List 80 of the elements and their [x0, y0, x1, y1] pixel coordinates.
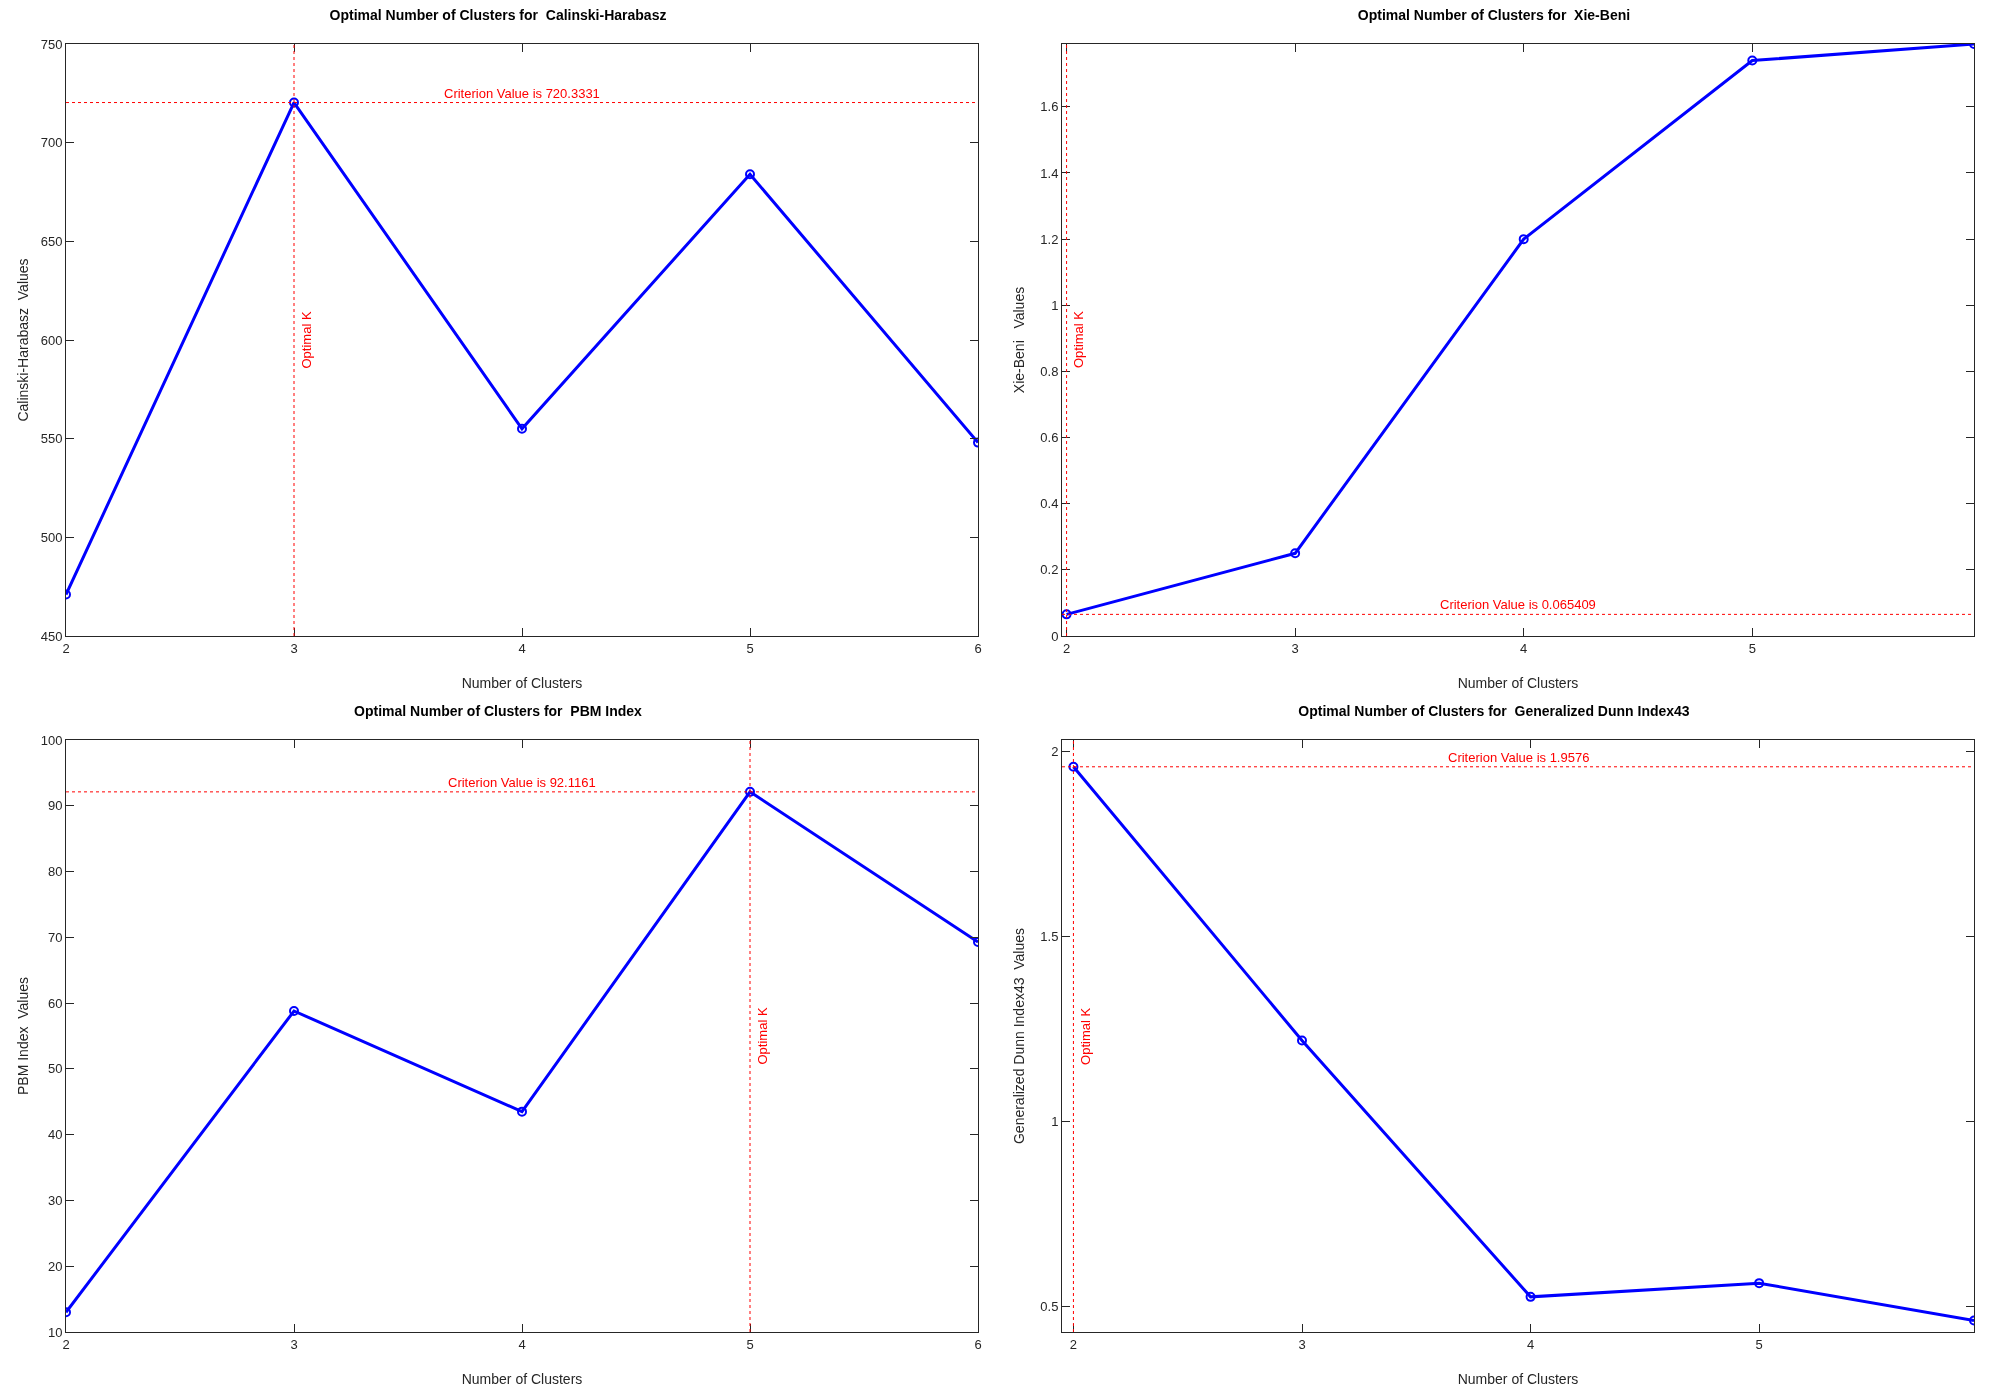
y-tick-label: 30: [47, 1192, 63, 1208]
ref-line-label: Optimal K: [298, 311, 314, 369]
chart-title: Optimal Number of Clusters for PBM Index: [354, 703, 643, 720]
ref-line-label: Criterion Value is 92.1161: [448, 775, 596, 790]
y-tick-label: 0.5: [1040, 1298, 1059, 1314]
y-tick-label: 70: [47, 929, 63, 945]
y-tick-label: 80: [47, 864, 63, 880]
y-tick-label: 1.5: [1040, 928, 1059, 944]
chart-title: Optimal Number of Clusters for Xie-Beni: [1357, 7, 1631, 24]
point: [1290, 548, 1301, 559]
point: [1062, 609, 1072, 620]
x-tick-label: 6: [974, 1336, 982, 1352]
y-tick-label: 1.6: [1040, 99, 1059, 115]
point: [289, 1006, 299, 1016]
y-axis-title: Generalized Dunn Index43 Values: [1011, 927, 1027, 1145]
x-axis-title: Number of Clusters: [1457, 1371, 1579, 1387]
y-tick-label: 1: [1051, 297, 1059, 313]
point: [1747, 55, 1758, 66]
y-axis-title: Xie-Beni Values: [1011, 286, 1027, 394]
y-tick-label: 500: [40, 529, 63, 545]
y-tick-label: 650: [40, 233, 63, 249]
y-tick-label: 600: [40, 332, 63, 348]
y-tick-label: 50: [47, 1061, 63, 1077]
x-tick-label: 3: [290, 1336, 298, 1352]
y-tick-label: 0: [1051, 628, 1059, 644]
y-tick-label: 20: [47, 1258, 63, 1274]
y-tick-label: 60: [47, 995, 63, 1011]
y-tick-label: 2: [1051, 743, 1059, 759]
x-tick-label: 4: [1526, 1336, 1535, 1352]
point: [517, 423, 527, 434]
y-tick-label: 1.2: [1040, 231, 1059, 247]
chart-title: Optimal Number of Clusters for Calinski-Harabasz: [329, 7, 667, 24]
x-tick-label: 5: [746, 640, 754, 656]
ref-line-label: Optimal K: [754, 1007, 770, 1065]
y-tick-label: 0.8: [1040, 363, 1059, 379]
x-tick-label: 5: [1755, 1336, 1763, 1352]
y-tick-label: 0.4: [1040, 496, 1059, 512]
x-tick-label: 3: [1298, 1336, 1306, 1352]
x-tick-label: 5: [1748, 640, 1756, 656]
x-tick-label: 5: [746, 1336, 754, 1352]
chart-title: Optimal Number of Clusters for Generalized Dunn Index43: [1298, 703, 1690, 720]
point: [745, 786, 755, 797]
ref-line-label: Optimal K: [1071, 310, 1087, 369]
point: [289, 97, 299, 108]
y-tick-label: 40: [47, 1127, 63, 1143]
y-tick-label: 0.6: [1040, 430, 1059, 446]
y-tick-label: 90: [47, 798, 63, 814]
point: [517, 1106, 527, 1117]
ref-line-label: Criterion Value is 0.065409: [1440, 597, 1596, 612]
x-tick-label: 3: [290, 640, 298, 656]
point: [1754, 1278, 1765, 1289]
y-tick-label: 750: [40, 36, 63, 52]
x-tick-label: 2: [1062, 640, 1071, 656]
x-tick-label: 4: [518, 1336, 526, 1352]
point: [1518, 234, 1529, 245]
y-axis-title: Calinski-Harabasz Values: [15, 258, 31, 422]
point: [1297, 1035, 1307, 1046]
y-tick-label: 10: [47, 1324, 63, 1340]
point: [745, 169, 755, 180]
x-tick-label: 4: [518, 640, 526, 656]
y-tick-label: 450: [40, 628, 63, 644]
y-tick-label: 0.2: [1040, 562, 1059, 578]
y-tick-label: 550: [40, 431, 63, 447]
point: [1068, 761, 1079, 772]
x-axis-title: Number of Clusters: [461, 675, 583, 691]
x-tick-label: 2: [1069, 1336, 1078, 1352]
y-tick-label: 700: [40, 135, 63, 151]
ref-line-label: Optimal K: [1077, 1007, 1093, 1065]
ref-line-label: Criterion Value is 1.9576: [1448, 750, 1590, 765]
x-tick-label: 4: [1520, 640, 1528, 656]
x-tick-label: 3: [1291, 640, 1299, 656]
y-axis-title: PBM Index Values: [15, 976, 31, 1096]
x-axis-title: Number of Clusters: [1457, 675, 1579, 691]
y-tick-label: 1: [1051, 1113, 1059, 1129]
x-tick-label: 6: [974, 640, 982, 656]
point: [1525, 1291, 1536, 1302]
x-axis-title: Number of Clusters: [461, 1371, 583, 1387]
ref-line-label: Criterion Value is 720.3331: [444, 86, 600, 101]
y-tick-label: 100: [40, 732, 63, 748]
y-tick-label: 1.4: [1040, 165, 1059, 181]
